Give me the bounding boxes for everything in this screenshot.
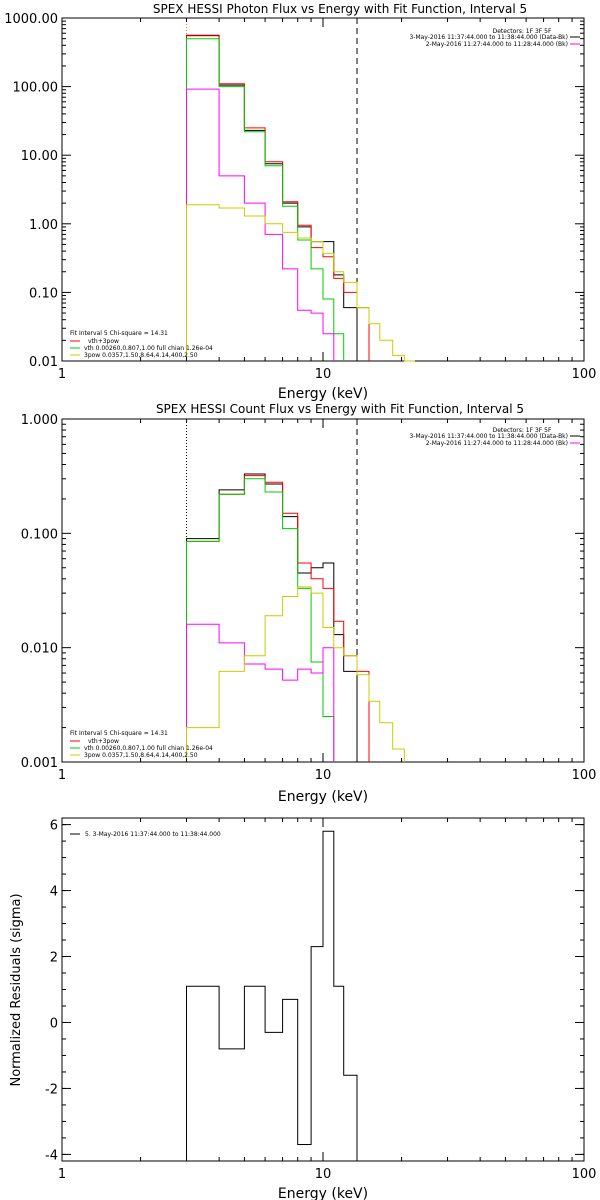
residuals-y-tick-label: 2 bbox=[50, 951, 58, 966]
count-x-tick-label: 1 bbox=[58, 768, 66, 783]
photon-x-label: Energy (keV) bbox=[278, 386, 368, 402]
photon-series-3 bbox=[186, 88, 335, 361]
residuals-series-0 bbox=[186, 830, 358, 1161]
residuals-y-tick-label: 4 bbox=[50, 885, 58, 900]
count-flux-panel: SPEX HESSI Count Flux vs Energy with Fit… bbox=[21, 402, 597, 805]
photon-flux-panel: SPEX HESSI Photon Flux vs Energy with Fi… bbox=[4, 2, 596, 402]
count-header-line-2: 2-May-2016 11:27:44.000 to 11:28:44.000 … bbox=[426, 440, 568, 447]
count-flux-title: SPEX HESSI Count Flux vs Energy with Fit… bbox=[156, 402, 524, 416]
photon-y-tick-label: 10.00 bbox=[21, 149, 58, 164]
photon-fit-item-1: vth+3pow bbox=[88, 338, 119, 345]
photon-flux-title: SPEX HESSI Photon Flux vs Energy with Fi… bbox=[153, 2, 527, 16]
residuals-y-label: Normalized Residuals (sigma) bbox=[9, 893, 24, 1086]
count-y-tick-label: 0.010 bbox=[21, 642, 58, 657]
photon-detectors-label: Detectors: 1F 3F 5F bbox=[493, 28, 552, 35]
photon-x-tick-label: 1 bbox=[58, 367, 66, 382]
photon-y-tick-label: 1000.00 bbox=[4, 12, 58, 27]
count-series-layer bbox=[186, 419, 405, 762]
photon-x-tick-label: 10 bbox=[315, 367, 332, 382]
count-y-tick-label: 0.100 bbox=[21, 527, 58, 542]
count-series-4 bbox=[186, 586, 405, 762]
residuals-y-tick-label: -2 bbox=[45, 1082, 58, 1097]
count-x-label: Energy (keV) bbox=[278, 789, 368, 805]
count-axis-layer: 1 10 100 0.001 0.010 0.100 1.000 bbox=[21, 413, 597, 783]
residuals-legend-label: 5. 3-May-2016 11:37:44.000 to 11:38:44.0… bbox=[85, 831, 221, 838]
photon-y-tick-label: 0.10 bbox=[29, 286, 58, 301]
count-fit-item-3: 3pow 0.0357,1.50,8.64,4.14,400,2.50 bbox=[84, 752, 198, 759]
count-y-tick-label: 0.001 bbox=[21, 756, 58, 771]
count-series-0 bbox=[186, 473, 358, 762]
residuals-x-tick-label: 100 bbox=[572, 1167, 597, 1182]
count-series-3 bbox=[186, 623, 335, 762]
residuals-panel: 1 10 100 -4 -2 0 2 4 6 Energy (keV) Normalized R… bbox=[9, 817, 596, 1200]
photon-fit-legend-title: Fit Interval 5 Chi-square = 14.31 bbox=[70, 330, 168, 337]
count-fit-legend-title: Fit Interval 5 Chi-square = 14.31 bbox=[70, 730, 168, 737]
count-fit-item-2: vth 0.00260,0.807,1.00 full chian 1.26e-… bbox=[84, 745, 213, 752]
photon-series-0 bbox=[186, 34, 358, 361]
photon-fit-item-3: 3pow 0.0357,1.50,8.64,4.14,400,2.50 bbox=[84, 352, 198, 359]
photon-plot-frame bbox=[61, 17, 585, 362]
count-series-2 bbox=[186, 478, 335, 762]
photon-axis-layer: 1 10 100 0.01 0.10 1.00 10.00 100.00 1000.00 bbox=[4, 12, 596, 382]
residuals-series-layer bbox=[186, 830, 358, 1161]
photon-series-layer bbox=[186, 18, 415, 362]
photon-x-tick-label: 100 bbox=[572, 367, 597, 382]
photon-y-tick-label: 0.01 bbox=[29, 355, 58, 370]
count-detectors-label: Detectors: 1F 3F 5F bbox=[493, 427, 552, 434]
photon-y-tick-label: 1.00 bbox=[29, 218, 58, 233]
residuals-y-tick-label: 0 bbox=[50, 1016, 58, 1031]
photon-header-line-2: 2-May-2016 11:27:44.000 to 11:28:44.000 … bbox=[426, 41, 568, 48]
photon-series-1 bbox=[186, 35, 370, 361]
residuals-x-tick-label: 10 bbox=[315, 1167, 332, 1182]
photon-header-line-1: 3-May-2016 11:37:44.000 to 11:38:44.000 … bbox=[409, 34, 568, 41]
count-series-1 bbox=[186, 475, 370, 762]
count-x-tick-label: 10 bbox=[315, 768, 332, 783]
residuals-y-tick-label: 6 bbox=[50, 819, 58, 834]
count-fit-item-1: vth+3pow bbox=[88, 738, 119, 745]
photon-y-tick-label: 100.00 bbox=[13, 81, 59, 96]
count-x-tick-label: 100 bbox=[572, 768, 597, 783]
photon-series-4 bbox=[186, 204, 415, 362]
residuals-x-label: Energy (keV) bbox=[278, 1186, 368, 1200]
residuals-x-tick-label: 1 bbox=[58, 1167, 66, 1182]
residuals-y-tick-label: -4 bbox=[45, 1148, 58, 1163]
count-header-line-1: 3-May-2016 11:37:44.000 to 11:38:44.000 … bbox=[409, 433, 568, 440]
residuals-axis-layer: 1 10 100 -4 -2 0 2 4 6 bbox=[45, 818, 596, 1182]
photon-series-2 bbox=[186, 38, 345, 361]
count-y-tick-label: 1.000 bbox=[21, 413, 58, 428]
photon-fit-item-2: vth 0.00260,0.807,1.00 full chian 1.26e-… bbox=[84, 345, 213, 352]
